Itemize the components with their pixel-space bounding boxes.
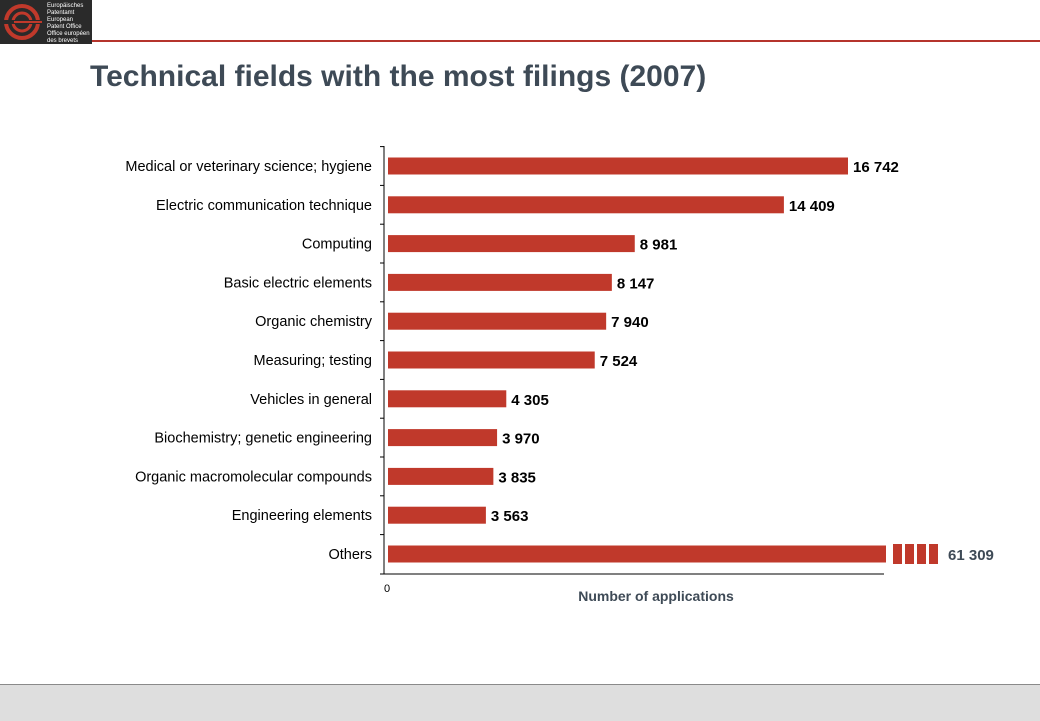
bar	[388, 235, 635, 253]
page-title: Technical fields with the most filings (…	[90, 60, 707, 93]
bar	[388, 351, 595, 369]
data-label: 16 742	[853, 159, 899, 176]
bar-break-marker	[905, 544, 914, 564]
logo-line: Europäisches	[47, 3, 84, 9]
bar	[388, 506, 486, 524]
logo-text: Europäisches Patentamt European Patent O…	[47, 3, 90, 45]
data-label: 8 981	[640, 237, 678, 254]
y-tick-label: Vehicles in general	[250, 392, 372, 408]
bar	[388, 312, 607, 330]
data-label: 14 409	[789, 198, 835, 215]
logo-line: Patent Office	[47, 24, 82, 30]
data-label: 8 147	[617, 275, 655, 292]
y-tick-label: Biochemistry; genetic engineering	[154, 431, 372, 447]
data-label: 61 309	[948, 547, 994, 564]
logo-line: Patentamt	[47, 10, 75, 16]
y-tick-label: Others	[328, 547, 372, 563]
bar-break-marker	[929, 544, 938, 564]
bar	[388, 545, 886, 563]
data-label: 3 835	[498, 469, 536, 486]
bar	[388, 157, 848, 175]
bar	[388, 390, 507, 408]
data-label: 7 524	[600, 353, 638, 370]
y-tick-label: Computing	[302, 237, 372, 253]
bar	[388, 429, 498, 447]
header-divider	[92, 40, 1040, 42]
epo-logo: Europäisches Patentamt European Patent O…	[0, 0, 92, 44]
bar	[388, 273, 612, 291]
y-tick-label: Organic chemistry	[255, 314, 373, 330]
y-tick-label: Basic electric elements	[224, 275, 372, 291]
y-tick-label: Electric communication technique	[156, 198, 372, 214]
y-tick-label: Measuring; testing	[254, 353, 372, 369]
logo-line: des brevets	[47, 38, 79, 44]
data-label: 4 305	[511, 392, 549, 409]
bar-break-marker	[893, 544, 902, 564]
data-label: 3 563	[491, 508, 529, 525]
footer-bar	[0, 684, 1040, 721]
bar	[388, 467, 494, 485]
data-label: 7 940	[611, 314, 649, 331]
epo-logo-icon	[4, 4, 42, 40]
bar-chart: Medical or veterinary science; hygiene 16…	[125, 146, 994, 604]
x-axis-title: Number of applications	[578, 588, 734, 604]
y-tick-label: Medical or veterinary science; hygiene	[125, 159, 372, 175]
bar-break-marker	[917, 544, 926, 564]
y-tick-label: Organic macromolecular compounds	[135, 469, 372, 485]
bar	[388, 196, 784, 214]
y-tick-label: Engineering elements	[232, 508, 372, 524]
logo-line: Office européen	[47, 31, 90, 37]
x-tick-label: 0	[384, 583, 390, 595]
data-label: 3 970	[502, 431, 540, 448]
logo-line: European	[47, 17, 74, 23]
